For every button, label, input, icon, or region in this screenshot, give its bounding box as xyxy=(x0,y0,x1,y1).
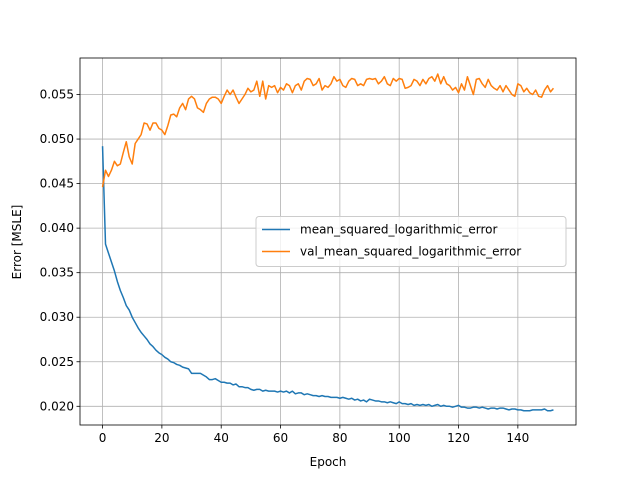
x-tick-label: 20 xyxy=(154,431,169,445)
y-tick-label: 0.050 xyxy=(40,132,74,146)
y-tick-label: 0.040 xyxy=(40,221,74,235)
y-tick-label: 0.035 xyxy=(40,266,74,280)
y-tick-label: 0.045 xyxy=(40,177,74,191)
data-line xyxy=(101,146,554,412)
plot-frame xyxy=(79,57,577,426)
y-tick-label: 0.055 xyxy=(40,88,74,102)
x-tick-label: 40 xyxy=(214,431,229,445)
legend-box xyxy=(255,216,567,267)
x-tick-label: 60 xyxy=(273,431,288,445)
legend-label: val_mean_squared_logarithmic_error xyxy=(300,245,521,259)
x-tick-label: 140 xyxy=(506,431,529,445)
legend-label: mean_squared_logarithmic_error xyxy=(300,223,497,237)
x-axis-label: Epoch xyxy=(310,455,347,469)
y-tick-label: 0.030 xyxy=(40,310,74,324)
y-tick-label: 0.025 xyxy=(40,355,74,369)
x-tick-label: 80 xyxy=(332,431,347,445)
y-tick-label: 0.020 xyxy=(40,399,74,413)
y-axis-label: Error [MSLE] xyxy=(10,205,24,280)
legend: mean_squared_logarithmic_error val_mean_s… xyxy=(255,216,567,267)
x-tick-label: 100 xyxy=(388,431,411,445)
data-line xyxy=(101,73,555,188)
x-tick-label: 120 xyxy=(447,431,470,445)
x-tick-label: 0 xyxy=(99,431,107,445)
